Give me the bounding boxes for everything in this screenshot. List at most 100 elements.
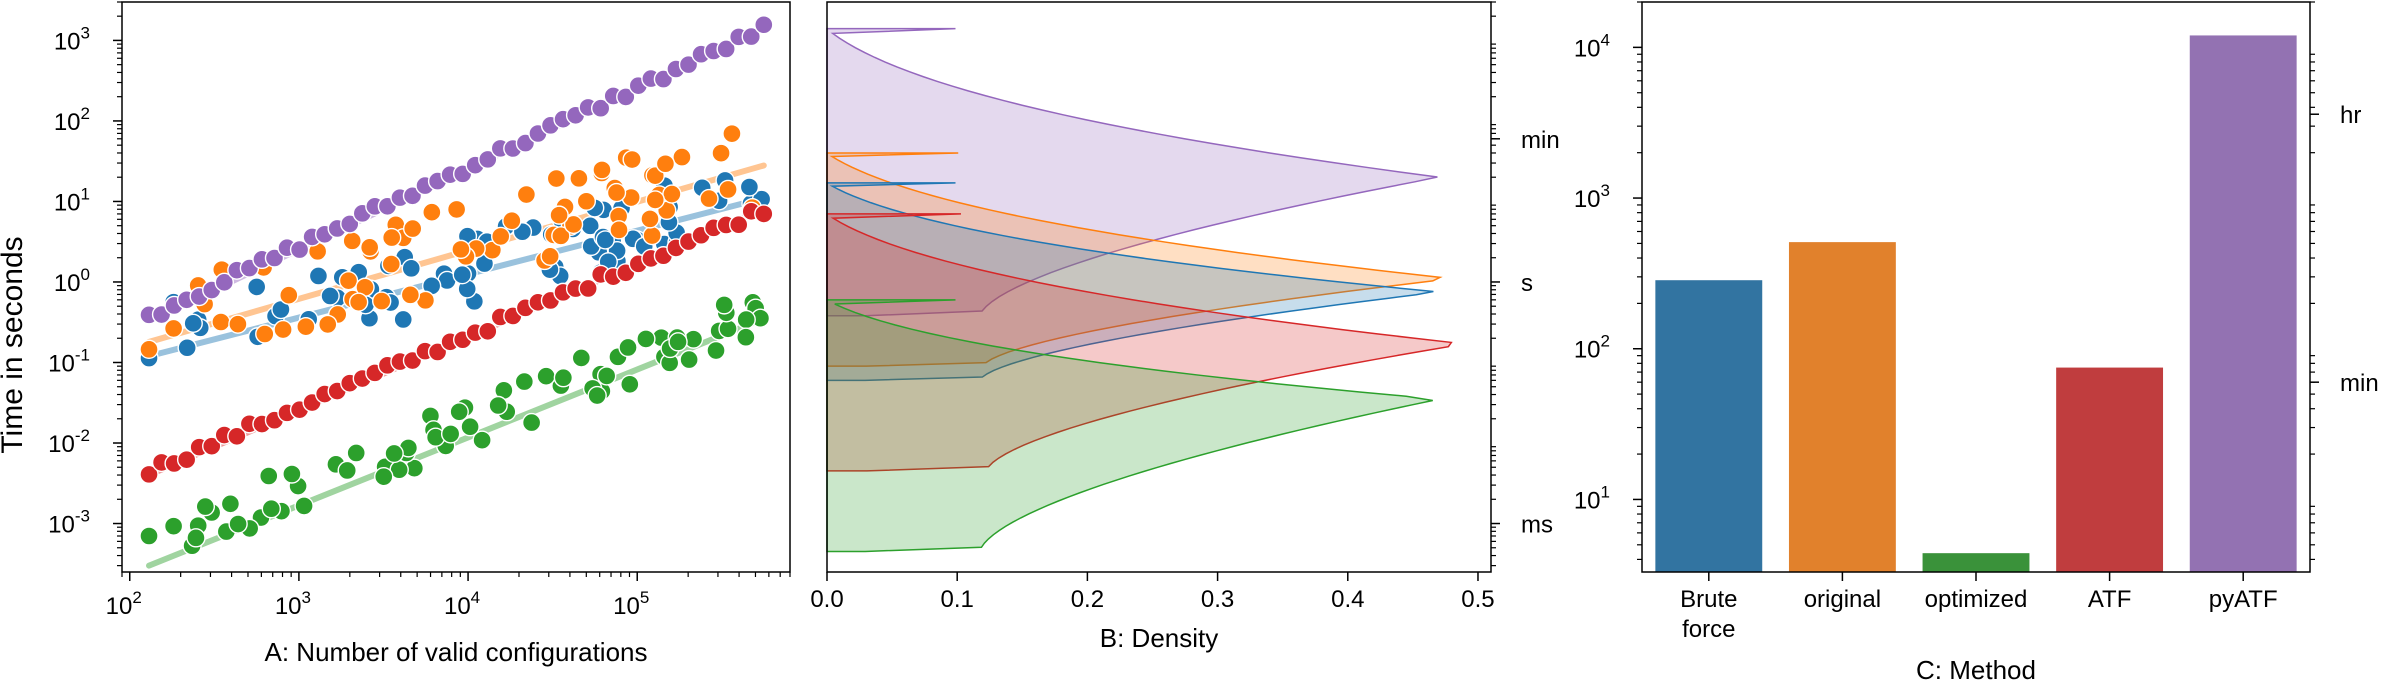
data-point <box>139 339 159 360</box>
data-point <box>261 499 282 519</box>
y-tick-label: 101 <box>54 184 90 216</box>
data-point <box>374 466 394 487</box>
data-point <box>678 54 699 75</box>
x-tick-label: pyATF <box>2209 586 2278 613</box>
data-point <box>716 39 736 59</box>
data-point <box>460 417 480 437</box>
data-point <box>139 464 159 485</box>
panel-b: 0.0 0.1 0.2 0.3 0.4 0.5 min s ms B: Density <box>810 1 1560 653</box>
data-point <box>139 526 159 546</box>
data-point <box>516 184 537 205</box>
data-point <box>590 98 611 118</box>
y-tick-label: 100 <box>54 265 90 297</box>
data-point <box>546 168 567 189</box>
data-point <box>636 329 656 349</box>
data-point <box>578 278 598 299</box>
data-point <box>384 443 404 464</box>
data-point <box>711 143 731 163</box>
data-point <box>606 182 627 203</box>
data-point <box>679 349 699 370</box>
y-tick-label: 102 <box>1574 332 1610 364</box>
data-point <box>289 239 310 260</box>
data-point <box>569 168 589 189</box>
data-point <box>587 385 607 406</box>
panel-c: Brute force original optimized ATF pyATF 101 10… <box>1574 1 2379 685</box>
data-point <box>576 191 597 211</box>
data-point <box>478 149 498 170</box>
data-point <box>741 26 761 47</box>
data-point <box>536 366 556 386</box>
data-point <box>348 292 369 312</box>
data-point <box>359 237 380 258</box>
y-tick-label: 10-1 <box>48 345 90 377</box>
data-point <box>163 318 184 339</box>
right-tick-label: hr <box>2340 102 2361 129</box>
bar <box>2189 35 2297 572</box>
density-area <box>826 27 1438 317</box>
data-point <box>714 295 734 315</box>
data-point <box>246 277 267 297</box>
data-point <box>220 494 241 514</box>
data-point <box>228 314 248 334</box>
data-point <box>668 332 688 352</box>
y-tick-label: 101 <box>1574 482 1610 514</box>
data-point <box>382 227 402 248</box>
data-point <box>401 258 421 279</box>
data-point <box>318 314 338 335</box>
data-point <box>337 460 357 481</box>
right-tick-label: min <box>1521 127 1560 154</box>
data-point <box>308 266 329 286</box>
data-point <box>571 348 592 368</box>
data-point <box>440 424 461 444</box>
data-point <box>296 316 316 337</box>
right-tick-label: min <box>2340 370 2379 397</box>
data-point <box>739 177 760 197</box>
data-point <box>592 160 612 180</box>
x-tick-label: 0.2 <box>1071 586 1104 613</box>
data-point <box>754 15 774 35</box>
data-point <box>452 264 472 285</box>
data-point <box>214 272 234 293</box>
data-point <box>279 285 299 305</box>
data-point <box>514 371 535 392</box>
y-axis-label: Time in seconds <box>0 236 29 453</box>
y-tick-label: 104 <box>1574 30 1610 62</box>
x-tick-label: optimized <box>1925 586 2028 613</box>
x-axis-label: B: Density <box>1100 623 1219 653</box>
data-point <box>342 231 362 251</box>
data-point <box>228 514 248 534</box>
x-tick-label: ATF <box>2088 586 2132 613</box>
data-point <box>596 366 617 386</box>
x-tick-label: Brute <box>1680 586 1737 613</box>
data-point <box>427 342 448 362</box>
y-tick-label: 102 <box>54 104 90 136</box>
data-point <box>340 214 360 234</box>
data-point <box>754 204 774 224</box>
data-point <box>259 466 279 486</box>
data-point <box>402 186 423 206</box>
x-tick-label: 103 <box>275 588 311 620</box>
data-point <box>202 436 222 456</box>
density-area <box>826 182 1434 382</box>
x-tick-label: 0.3 <box>1201 586 1234 613</box>
data-point <box>264 248 285 268</box>
data-point <box>282 464 302 484</box>
data-point <box>400 285 421 305</box>
data-point <box>620 374 640 394</box>
density-area <box>826 213 1453 472</box>
data-point <box>177 338 197 358</box>
bar <box>1922 553 2030 572</box>
data-point <box>622 149 642 170</box>
x-tick-label: 0.4 <box>1331 586 1364 613</box>
data-point <box>553 368 574 388</box>
data-point <box>451 239 471 260</box>
data-point <box>645 190 665 210</box>
data-point <box>609 220 629 240</box>
panel-a-frame <box>121 1 791 573</box>
data-point <box>320 286 340 306</box>
data-point <box>655 154 676 174</box>
data-point <box>163 516 184 536</box>
x-tick-label: force <box>1682 616 1735 643</box>
data-point <box>402 218 423 239</box>
